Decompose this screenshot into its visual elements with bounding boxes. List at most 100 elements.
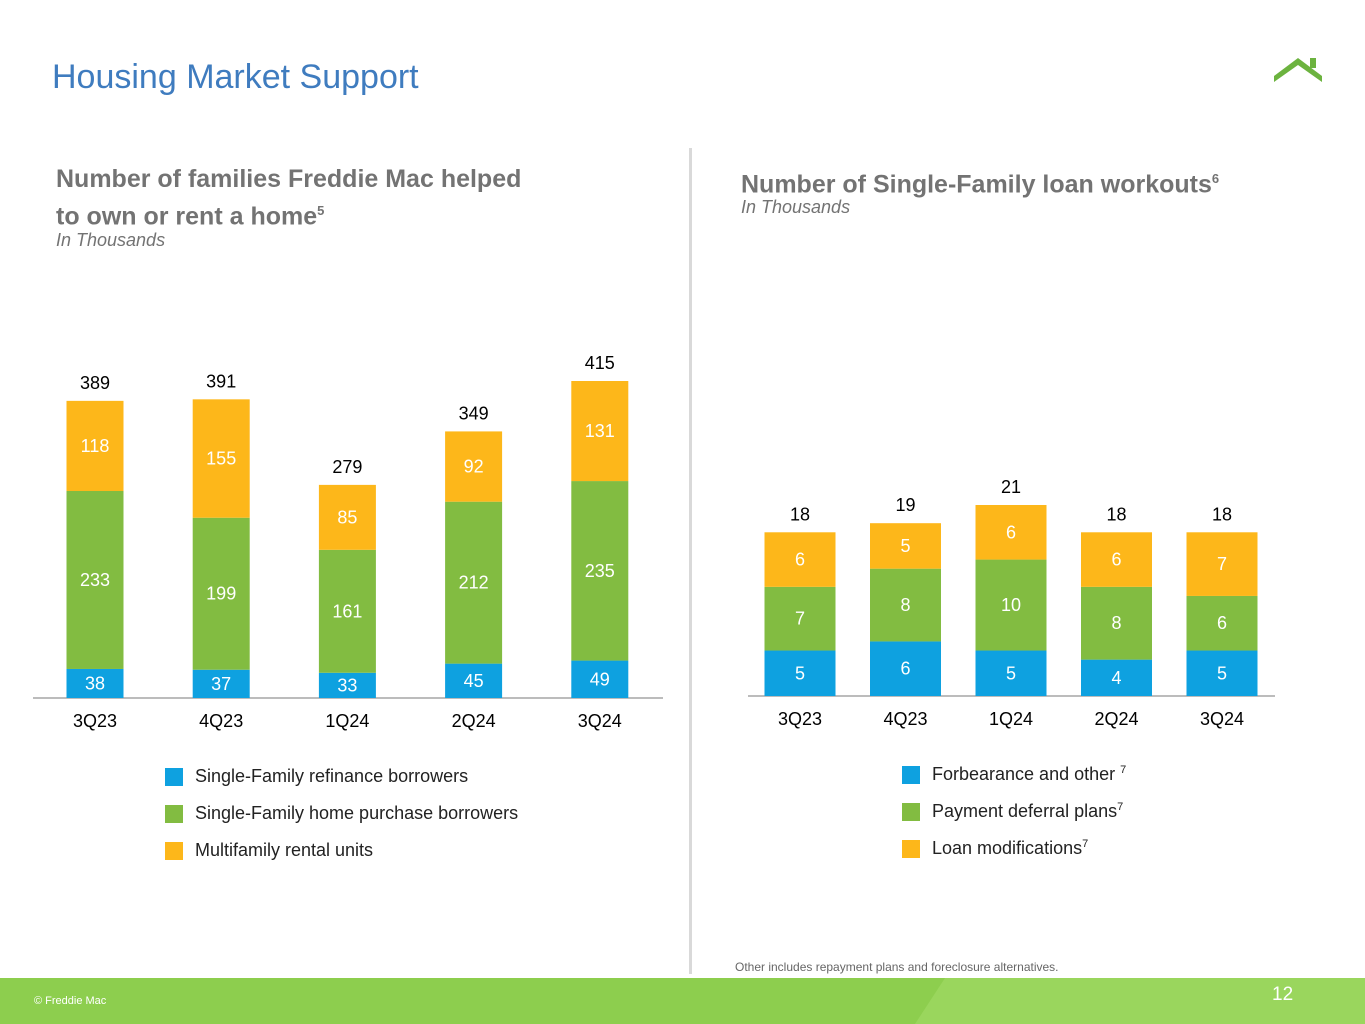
panel-divider [689,148,692,974]
bar-value-label: 6 [1217,613,1227,633]
bar-segment [445,501,503,664]
bar-segment [571,660,629,698]
bar-value-label: 6 [1111,550,1121,570]
bar-value-label: 155 [206,449,236,469]
bar-value-label: 49 [590,669,610,689]
bar-value-label: 33 [337,675,357,695]
page-number: 12 [1272,984,1294,1005]
bar-segment [1081,659,1152,696]
bar-value-label: 92 [464,457,484,477]
footer-bar: © Freddie Mac 12 [0,978,1365,1024]
bar-total-label: 279 [332,457,362,477]
bar-value-label: 5 [1006,663,1016,683]
legend-item: Multifamily rental units [165,832,518,869]
legend-swatch [165,841,183,860]
right-legend: Forbearance and other 7 Payment deferral… [902,756,1126,867]
bar-value-label: 118 [81,436,110,456]
right-chart-subtitle: In Thousands [741,197,851,217]
legend-label: Multifamily rental units [195,840,374,860]
bar-segment [1186,650,1258,696]
left-chart-title-line2: to own or rent a home [56,202,318,231]
bar-total-label: 391 [206,371,236,391]
bar-segment [870,641,941,696]
bar-value-label: 7 [795,609,805,629]
bar-segment [66,400,124,491]
legend-swatch [165,767,183,786]
bar-segment [975,650,1047,696]
bar-value-label: 5 [1217,663,1227,683]
bar-segment [445,431,503,502]
bar-segment [445,663,503,698]
bar-value-label: 233 [80,570,110,590]
footer-accent [915,978,1365,1024]
bar-value-label: 199 [206,584,236,604]
bar-segment [1186,532,1258,596]
bar-value-label: 161 [332,601,362,621]
bar-segment [764,532,836,587]
bar-total-label: 18 [790,504,810,524]
bar-segment [870,568,941,642]
left-chart-title: Number of families Freddie Mac helped to… [56,163,521,232]
x-tick-label: 3Q23 [778,709,822,729]
legend-label: Forbearance and other 7 [932,764,1127,784]
bar-value-label: 37 [211,674,231,694]
bar-segment [192,517,250,670]
x-tick-label: 4Q23 [199,711,243,731]
bar-value-label: 8 [900,595,910,615]
legend-item: Single-Family refinance borrowers [165,758,518,795]
left-chart-subtitle: In Thousands [56,230,166,250]
legend-item: Loan modifications7 [902,830,1126,867]
x-tick-label: 1Q24 [325,711,369,731]
bar-value-label: 85 [337,507,357,527]
legend-item: Forbearance and other 7 [902,756,1126,793]
footnote-text: Other includes repayment plans and forec… [735,960,1059,974]
bar-segment [571,481,629,661]
bar-value-label: 235 [585,561,615,581]
bar-segment [1081,586,1152,660]
x-tick-label: 4Q23 [883,709,927,729]
bar-segment [764,586,836,651]
bar-total-label: 21 [1001,477,1021,497]
bar-value-label: 6 [795,550,805,570]
bar-segment [1081,532,1152,587]
legend-swatch [165,804,183,823]
bar-value-label: 38 [85,673,105,693]
bar-total-label: 415 [585,353,615,373]
x-tick-label: 3Q23 [73,711,117,731]
bar-total-label: 19 [895,495,915,515]
bar-segment [1186,595,1258,651]
x-tick-label: 3Q24 [1200,709,1244,729]
bar-value-label: 45 [464,671,484,691]
bar-value-label: 5 [900,536,910,556]
copyright: © Freddie Mac [34,995,107,1007]
bar-segment [66,490,124,669]
x-tick-label: 2Q24 [1094,709,1138,729]
legend-item: Single-Family home purchase borrowers [165,795,518,832]
bar-total-label: 18 [1106,504,1126,524]
bar-value-label: 10 [1001,595,1021,615]
bar-segment [975,559,1047,651]
bar-value-label: 8 [1111,613,1121,633]
x-tick-label: 2Q24 [452,711,496,731]
bar-total-label: 18 [1212,504,1232,524]
page-title: Housing Market Support [52,58,419,96]
bar-value-label: 4 [1111,668,1121,688]
bar-segment [318,484,376,550]
bar-value-label: 7 [1217,554,1227,574]
legend-label: Payment deferral plans7 [932,801,1124,821]
bar-segment [66,668,124,698]
left-chart-title-line1: Number of families Freddie Mac helped [56,165,522,193]
bar-segment [318,549,376,673]
footnote-ref: 5 [317,203,325,218]
house-roof-icon [1274,58,1322,82]
legend-label: Single-Family refinance borrowers [195,766,469,786]
bar-value-label: 6 [1006,522,1016,542]
left-legend: Single-Family refinance borrowers Single… [165,758,518,869]
footnote-ref: 6 [1211,171,1220,186]
bar-value-label: 212 [459,573,489,593]
legend-swatch [902,765,920,784]
legend-swatch [902,802,920,821]
bar-value-label: 131 [585,421,615,441]
